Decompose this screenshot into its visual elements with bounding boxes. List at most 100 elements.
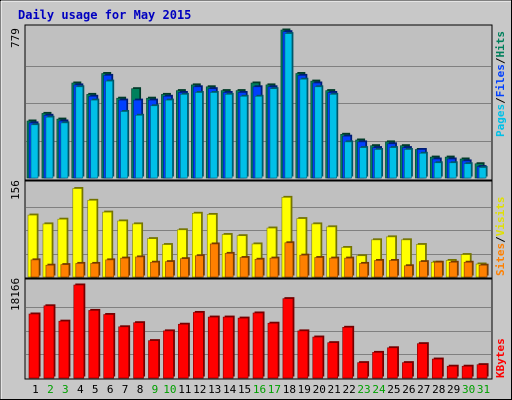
pages-bar-day-20 (314, 86, 323, 179)
x-tick-label-day-25: 25 (387, 383, 400, 396)
sites-bar-day-31 (478, 264, 488, 278)
kbytes-bar-day-27 (417, 343, 428, 379)
x-tick-label-day-11: 11 (178, 383, 191, 396)
kbytes-bar-day-13 (207, 316, 219, 379)
x-tick-label-day-6: 6 (107, 383, 114, 396)
sites-bar-day-17 (269, 257, 279, 278)
sites-bar-day-21 (329, 257, 339, 278)
pages-bar-day-29 (448, 162, 457, 179)
sites-bar-day-9 (150, 261, 159, 278)
legend-separator-1: / (494, 97, 507, 104)
pages-bar-day-26 (404, 149, 412, 179)
kbytes-bar-day-25 (387, 347, 398, 379)
legend-hits: Hits (494, 31, 507, 58)
x-tick-label-day-15: 15 (238, 383, 251, 396)
sites-bar-day-3 (60, 264, 70, 278)
kbytes-bar-day-29 (446, 365, 458, 379)
pages-bar-day-25 (389, 147, 397, 179)
x-tick-label-day-18: 18 (283, 383, 296, 396)
x-tick-label-day-13: 13 (208, 383, 221, 396)
pages-bar-day-6 (105, 80, 113, 179)
kbytes-bar-day-1 (28, 313, 40, 379)
legend-files: Files (494, 64, 507, 97)
sites-bar-day-22 (344, 257, 353, 278)
x-tick-label-day-14: 14 (223, 383, 237, 396)
sites-bar-day-30 (463, 261, 473, 278)
sites-bar-day-11 (180, 258, 189, 278)
sites-bar-day-29 (448, 261, 458, 278)
pages-bar-day-21 (329, 94, 338, 179)
pages-bar-day-9 (150, 105, 158, 179)
pages-bar-day-7 (120, 111, 128, 179)
pages-bar-day-22 (344, 141, 352, 179)
x-tick-label-day-1: 1 (32, 383, 39, 396)
sites-bar-day-5 (90, 263, 100, 278)
x-tick-label-day-28: 28 (432, 383, 445, 396)
pages-bar-day-28 (433, 162, 442, 179)
legend-pages: Pages (494, 104, 507, 137)
pages-bar-day-31 (478, 167, 487, 179)
pages-bar-day-17 (269, 88, 278, 179)
sites-bar-day-24 (374, 260, 383, 278)
kbytes-bar-day-12 (192, 312, 204, 379)
sites-bar-day-19 (299, 254, 309, 278)
pages-bar-day-11 (180, 94, 188, 179)
sites-bar-day-6 (105, 259, 114, 278)
chart-title: Daily usage for May 2015 (18, 8, 191, 22)
kbytes-bar-day-7 (118, 326, 129, 379)
x-tick-label-day-21: 21 (328, 383, 341, 396)
sites-bar-day-14 (224, 253, 234, 278)
pages-bar-day-10 (165, 99, 173, 179)
pages-bar-day-23 (359, 147, 367, 179)
sites-bar-day-13 (209, 243, 219, 278)
kbytes-bar-day-9 (148, 340, 159, 379)
x-tick-label-day-3: 3 (62, 383, 69, 396)
x-tick-label-day-4: 4 (77, 383, 84, 396)
pages-bar-day-16 (254, 96, 263, 179)
pages-bar-day-1 (30, 124, 39, 179)
kbytes-bar-day-24 (372, 352, 383, 379)
x-tick-label-day-2: 2 (47, 383, 54, 396)
pages-bar-day-24 (374, 149, 382, 179)
kbytes-bar-day-20 (312, 336, 324, 379)
kbytes-max-label: 18166 (9, 278, 22, 311)
x-tick-label-day-29: 29 (447, 383, 460, 396)
kbytes-bar-day-14 (222, 316, 234, 379)
sites-bar-day-12 (194, 255, 204, 278)
sites-bar-day-10 (165, 261, 174, 278)
kbytes-bar-day-10 (163, 330, 174, 379)
x-tick-label-day-9: 9 (152, 383, 159, 396)
x-tick-label-day-23: 23 (357, 383, 370, 396)
kbytes-bar-day-2 (43, 305, 55, 379)
kbytes-bar-day-3 (58, 320, 70, 379)
kbytes-bar-day-11 (178, 323, 189, 379)
x-tick-label-day-5: 5 (92, 383, 99, 396)
pages-bar-day-12 (194, 92, 203, 179)
pages-bar-day-14 (224, 94, 233, 179)
x-tick-label-day-12: 12 (193, 383, 206, 396)
x-tick-label-day-8: 8 (137, 383, 144, 396)
legend-kbytes: KBytes (494, 338, 507, 378)
pages-bar-day-18 (284, 33, 293, 179)
x-tick-label-day-17: 17 (268, 383, 281, 396)
pages-bar-day-5 (90, 99, 99, 179)
x-tick-label-day-20: 20 (313, 383, 326, 396)
kbytes-bar-day-26 (402, 362, 413, 379)
pages-bar-day-27 (419, 153, 427, 179)
pages-bar-day-2 (45, 116, 54, 179)
legend-hits-files-pages: Pages/Files/Hits (494, 31, 507, 137)
kbytes-bar-day-17 (267, 322, 279, 379)
x-axis-labels: 1 2 3 4 5 6 7 8 9 10 11 12 13 14 15 16 17 18 19 20 21 22 23 24 2… (32, 383, 490, 396)
sites-bar-day-16 (254, 259, 264, 278)
sites-bar-day-28 (433, 261, 443, 278)
kbytes-bar-day-16 (252, 312, 264, 379)
sites-bar-day-26 (404, 265, 413, 278)
x-tick-label-day-10: 10 (163, 383, 176, 396)
legend-sites: Sites (494, 243, 507, 276)
kbytes-bar-day-30 (461, 365, 473, 379)
visits-max-label: 156 (9, 180, 22, 200)
sites-bar-day-23 (359, 263, 368, 278)
x-tick-label-day-16: 16 (253, 383, 266, 396)
kbytes-bar-day-21 (327, 342, 339, 379)
sites-bar-day-4 (75, 263, 85, 278)
